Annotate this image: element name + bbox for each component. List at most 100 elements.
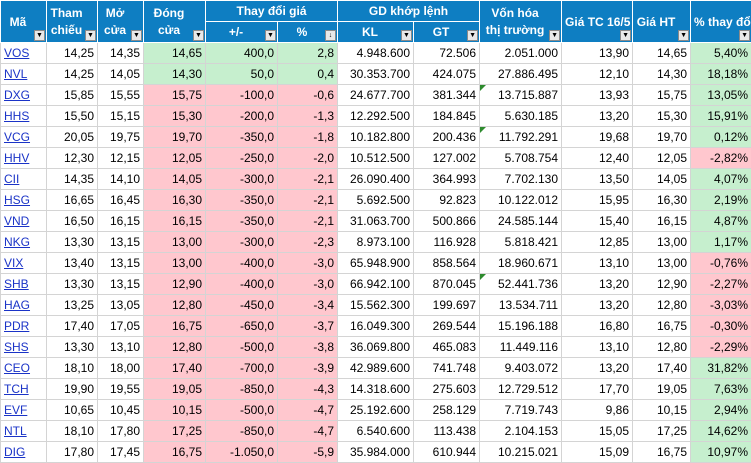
- open-price-cell: 15,15: [98, 106, 144, 127]
- pct-change-cell: 1,17%: [691, 232, 751, 253]
- filter-dropdown-icon[interactable]: ▼: [131, 30, 142, 41]
- col-kl[interactable]: KL ▼: [338, 22, 414, 43]
- stock-code-link[interactable]: VCG: [4, 130, 30, 144]
- stock-code-link[interactable]: NTL: [4, 424, 27, 438]
- filter-dropdown-icon[interactable]: ▼: [401, 30, 412, 41]
- price-change-pct-cell: -2,3: [278, 232, 338, 253]
- filter-dropdown-icon[interactable]: ▼: [549, 30, 560, 41]
- stock-code-link[interactable]: HHS: [4, 109, 29, 123]
- price-change-cell: 400,0: [206, 43, 278, 64]
- stock-code-link[interactable]: SHB: [4, 277, 29, 291]
- stock-code-link[interactable]: NVL: [4, 67, 27, 81]
- ref-price-16-5-cell: 15,05: [562, 421, 633, 442]
- volume-cell: 10.512.500: [338, 148, 414, 169]
- volume-cell: 65.948.900: [338, 253, 414, 274]
- col-gia-tc[interactable]: Giá TC 16/5▼: [562, 1, 633, 43]
- ref-price-16-5-cell: 13,10: [562, 337, 633, 358]
- value-cell: 200.436: [414, 127, 480, 148]
- current-price-cell: 13,00: [633, 232, 691, 253]
- stock-code-cell: HSG: [1, 190, 47, 211]
- col-thay-doi-abs[interactable]: +/- ▼: [206, 22, 278, 43]
- stock-code-link[interactable]: CII: [4, 172, 19, 186]
- stock-code-link[interactable]: EVF: [4, 403, 27, 417]
- stock-code-cell: VIX: [1, 253, 47, 274]
- close-price-cell: 12,80: [144, 337, 206, 358]
- price-change-cell: -300,0: [206, 232, 278, 253]
- col-kl-label: KL: [362, 25, 378, 39]
- filter-dropdown-icon[interactable]: ▼: [193, 30, 204, 41]
- stock-code-cell: NKG: [1, 232, 47, 253]
- filter-dropdown-icon[interactable]: ▼: [34, 30, 45, 41]
- stock-code-link[interactable]: CEO: [4, 361, 30, 375]
- close-price-cell: 16,30: [144, 190, 206, 211]
- col-mo-cua[interactable]: Mở cửa▼: [98, 1, 144, 43]
- ref-price-16-5-cell: 17,70: [562, 379, 633, 400]
- current-price-cell: 15,30: [633, 106, 691, 127]
- stock-code-cell: PDR: [1, 316, 47, 337]
- stock-code-link[interactable]: HHV: [4, 151, 29, 165]
- filter-dropdown-icon[interactable]: ▼: [467, 30, 478, 41]
- sort-desc-icon[interactable]: ↓: [325, 30, 336, 41]
- stock-code-link[interactable]: TCH: [4, 382, 29, 396]
- col-tham-chieu[interactable]: Tham chiếu▼: [47, 1, 98, 43]
- stock-code-link[interactable]: HSG: [4, 193, 30, 207]
- price-change-pct-cell: -3,7: [278, 316, 338, 337]
- close-price-cell: 10,15: [144, 400, 206, 421]
- stock-code-link[interactable]: HAG: [4, 298, 30, 312]
- close-price-cell: 15,75: [144, 85, 206, 106]
- open-price-cell: 14,10: [98, 169, 144, 190]
- col-gia-ht[interactable]: Giá HT▼: [633, 1, 691, 43]
- price-change-cell: -400,0: [206, 274, 278, 295]
- stock-code-link[interactable]: VIX: [4, 256, 23, 270]
- col-ma[interactable]: Mã▼: [1, 1, 47, 43]
- price-change-cell: -1.050,0: [206, 442, 278, 463]
- pct-change-cell: 14,62%: [691, 421, 751, 442]
- col-von-hoa[interactable]: Vốn hóa thị trường▼: [480, 1, 562, 43]
- ref-price-cell: 15,85: [47, 85, 98, 106]
- stock-code-cell: DIG: [1, 442, 47, 463]
- stock-code-cell: NTL: [1, 421, 47, 442]
- price-change-cell: -500,0: [206, 337, 278, 358]
- stock-code-link[interactable]: VOS: [4, 46, 29, 60]
- stock-code-link[interactable]: DXG: [4, 88, 30, 102]
- market-cap-cell: 27.886.495: [480, 64, 562, 85]
- pct-change-cell: -3,03%: [691, 295, 751, 316]
- filter-dropdown-icon[interactable]: ▼: [620, 30, 631, 41]
- pct-change-cell: 2,19%: [691, 190, 751, 211]
- price-change-pct-cell: -4,7: [278, 400, 338, 421]
- filter-dropdown-icon[interactable]: ▼: [265, 30, 276, 41]
- col-thay-doi-pct[interactable]: %↓: [278, 22, 338, 43]
- pct-change-cell: 10,97%: [691, 442, 751, 463]
- ref-price-16-5-cell: 13,90: [562, 43, 633, 64]
- price-change-pct-cell: -4,7: [278, 421, 338, 442]
- col-thay-doi-abs-label: +/-: [229, 25, 243, 39]
- filter-dropdown-icon[interactable]: ▼: [678, 30, 689, 41]
- stock-code-link[interactable]: SHS: [4, 340, 29, 354]
- filter-dropdown-icon[interactable]: ▼: [85, 30, 96, 41]
- stock-code-link[interactable]: DIG: [4, 445, 25, 459]
- col-pct-thay-doi[interactable]: % thay đổi▼: [691, 1, 751, 43]
- stock-code-link[interactable]: NKG: [4, 235, 30, 249]
- current-price-cell: 16,15: [633, 211, 691, 232]
- close-price-cell: 13,00: [144, 232, 206, 253]
- col-dong-cua[interactable]: Đóng cửa▼: [144, 1, 206, 43]
- volume-cell: 25.192.600: [338, 400, 414, 421]
- filter-dropdown-icon[interactable]: ▼: [739, 30, 750, 41]
- stock-code-link[interactable]: VND: [4, 214, 29, 228]
- stock-code-link[interactable]: PDR: [4, 319, 29, 333]
- value-cell: 500.866: [414, 211, 480, 232]
- price-change-pct-cell: 0,4: [278, 64, 338, 85]
- stock-code-cell: VND: [1, 211, 47, 232]
- market-cap-cell: 5.818.421: [480, 232, 562, 253]
- close-price-cell: 13,00: [144, 253, 206, 274]
- col-gt[interactable]: GT▼: [414, 22, 480, 43]
- pct-change-cell: 18,18%: [691, 64, 751, 85]
- stock-code-cell: SHS: [1, 337, 47, 358]
